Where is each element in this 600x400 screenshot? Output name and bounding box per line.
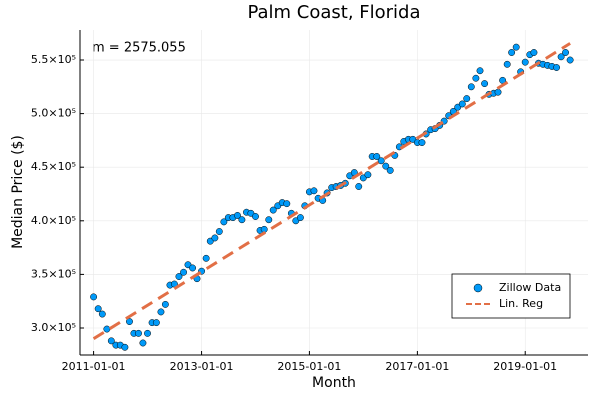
data-point [503,60,511,68]
data-point [202,254,210,262]
data-point [215,228,223,235]
regression-line [92,42,571,340]
data-point [508,49,516,56]
data-point [220,218,228,226]
data-point [476,67,484,75]
data-point [189,264,197,272]
data-point [557,53,565,61]
data-point [494,88,502,96]
data-point [296,214,304,222]
data-point [418,139,426,146]
data-point [234,211,241,219]
data-point [310,187,318,195]
x-tick-label: 2013-01-01 [170,360,234,373]
y-tick-label: 3.5×10⁵ [31,267,76,280]
data-point [175,273,183,280]
y-tick-label: 5.5×10⁵ [31,53,76,66]
data-point [382,162,390,170]
data-point [252,213,259,220]
legend-box [451,273,571,319]
data-point [562,49,569,56]
data-point [521,58,529,66]
data-point [121,343,129,351]
data-point [472,74,480,82]
data-point [211,234,219,242]
data-point [553,64,560,71]
data-point [364,171,372,179]
data-point [481,80,489,88]
data-point [94,305,102,313]
data-point [467,83,475,91]
y-tick-label: 3.0×10⁵ [31,321,76,334]
data-point [135,329,142,337]
annotation: m = 2575.055 [92,41,186,56]
y-tick-label: 5.0×10⁵ [31,107,76,120]
data-point [512,43,520,51]
x-tick-label: 2015-01-01 [277,360,341,373]
data-point [161,300,169,308]
x-tick-label: 2011-01-01 [62,360,126,373]
data-point [463,95,471,103]
y-axis-label: Median Price ($) [10,135,26,249]
y-tick-label: 4.0×10⁵ [31,214,76,227]
data-point [180,268,187,276]
data-point [103,325,111,333]
data-point [152,319,160,327]
data-point [386,166,394,174]
data-point [90,293,98,301]
x-tick-label: 2019-01-01 [493,360,557,373]
data-point [126,318,133,326]
legend-label: Zillow Data [499,281,561,294]
legend-label: Lin. Reg [499,297,543,310]
data-point [373,153,381,160]
data-point [355,183,363,190]
data-point [107,337,115,345]
data-point [98,310,106,318]
data-point [566,56,574,64]
data-point [238,216,246,224]
data-point [458,100,466,108]
data-point [377,157,385,165]
data-point [530,49,538,56]
data-point [144,329,151,337]
data-point [283,200,291,208]
y-tick-label: 4.5×10⁵ [31,160,76,173]
x-axis-label: Month [312,375,356,391]
legend-marker [473,283,483,293]
data-point [157,308,165,316]
data-point [269,206,277,214]
data-point [265,216,273,224]
data-point [139,339,147,347]
chart-title: Palm Coast, Florida [247,2,420,23]
x-tick-label: 2017-01-01 [385,360,449,373]
